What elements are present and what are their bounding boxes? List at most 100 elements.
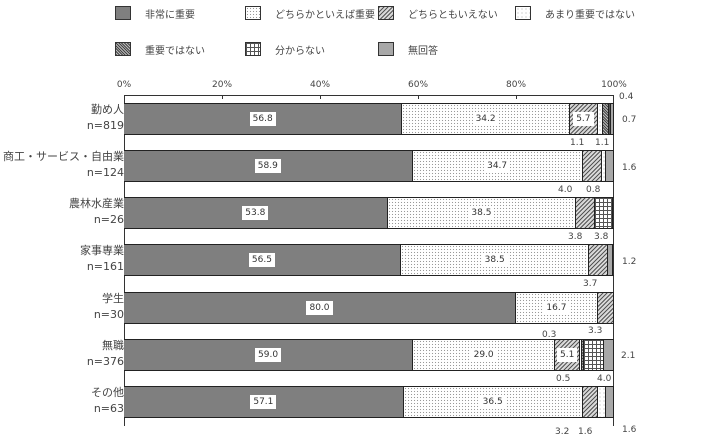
bar-segment: 29.0: [413, 340, 556, 370]
segment-value-label: 38.5: [468, 206, 495, 220]
category-n: n=819: [86, 119, 124, 132]
legend-swatch-icon: [245, 6, 261, 20]
bar-segment: 36.5: [403, 387, 583, 417]
bar-segment: [597, 293, 614, 323]
bar-segment: [582, 151, 603, 181]
outside-value-label: 1.6: [622, 425, 637, 435]
legend-swatch-icon: [515, 6, 531, 20]
x-tick-label: 40%: [309, 80, 331, 90]
outside-value-label: 4.0: [558, 185, 573, 195]
segment-value-label: 57.1: [250, 395, 277, 409]
x-tick-mark: [516, 95, 517, 99]
legend-item: あまり重要ではない: [515, 4, 635, 22]
category-name: 勤め人: [91, 103, 124, 116]
outside-value-label: 0.4: [619, 92, 634, 102]
bar-segment: [606, 151, 614, 181]
x-tick-label: 20%: [211, 80, 233, 90]
legend-item: どちらともいえない: [378, 4, 498, 22]
bar-segment: [602, 151, 607, 181]
bar-segment: 16.7: [516, 293, 598, 323]
legend-swatch-icon: [115, 42, 131, 56]
legend-label: 重要ではない: [145, 45, 205, 57]
outside-value-label: 1.2: [622, 257, 637, 267]
bar-segment: 56.5: [124, 245, 401, 275]
legend-swatch-icon: [245, 42, 261, 56]
legend-item: 無回答: [378, 40, 438, 58]
x-tick-label: 0%: [116, 80, 132, 90]
legend-item: 分からない: [245, 40, 325, 58]
category-name: 商工・サービス・自由業: [3, 150, 124, 163]
outside-value-label: 1.6: [622, 163, 637, 173]
segment-value-label: 53.8: [242, 206, 269, 220]
bar-segment: 5.7: [569, 104, 598, 134]
bar-segment: [582, 387, 599, 417]
category-label: 商工・サービス・自由業 n=124: [3, 149, 124, 181]
category-label: 家事専業 n=161: [80, 243, 124, 275]
outside-value-label: 1.6: [578, 427, 593, 437]
category-label: 勤め人 n=819: [87, 102, 124, 134]
category-n: n=124: [86, 166, 124, 179]
bar-segment: [603, 104, 609, 134]
segment-value-label: 56.5: [248, 253, 275, 267]
outside-value-label: 3.8: [594, 232, 609, 242]
legend-swatch-icon: [378, 6, 394, 20]
x-tick-mark: [418, 95, 419, 99]
stacked-bar: 56.5 38.5: [124, 244, 614, 276]
category-label: 無職 n=376: [87, 338, 124, 370]
x-tick-label: 100%: [601, 80, 627, 90]
bar-segment: 80.0: [124, 293, 516, 323]
category-label: 学生 n=30: [94, 291, 124, 323]
legend-label: 非常に重要: [145, 9, 195, 21]
segment-value-label: 34.7: [484, 159, 511, 173]
outside-value-label: 0.8: [586, 185, 601, 195]
bar-segment: 56.8: [124, 104, 403, 134]
outside-value-label: 0.5: [556, 374, 571, 384]
segment-value-label: 56.8: [249, 112, 276, 126]
category-name: 学生: [102, 292, 124, 305]
category-name: 家事専業: [80, 244, 124, 257]
x-tick-mark: [222, 95, 223, 99]
stacked-bar: 80.0 16.7: [124, 292, 614, 324]
x-tick-label: 80%: [505, 80, 527, 90]
bar-segment: 38.5: [387, 198, 577, 228]
category-n: n=63: [93, 402, 124, 415]
segment-value-label: 29.0: [470, 348, 497, 362]
category-label: 農林水産業 n=26: [69, 196, 124, 228]
bar-segment: 34.2: [402, 104, 570, 134]
category-n: n=161: [86, 260, 124, 273]
x-tick-mark: [320, 95, 321, 99]
bar-segment: [598, 387, 607, 417]
outside-value-label: 0.7: [622, 115, 637, 125]
bar-segment: 38.5: [400, 245, 590, 275]
legend-item: どちらかといえば重要: [245, 4, 375, 22]
legend-label: あまり重要ではない: [545, 9, 635, 21]
bar-segment: [576, 198, 595, 228]
outside-value-label: 0.3: [542, 330, 557, 340]
legend-label: どちらともいえない: [408, 9, 498, 21]
outside-value-label: 2.1: [621, 351, 636, 361]
segment-value-label: 5.1: [557, 348, 578, 362]
outside-value-label: 3.8: [568, 232, 583, 242]
bar-segment: [597, 104, 604, 134]
outside-value-label: 1.1: [595, 138, 610, 148]
legend-item: 重要ではない: [115, 40, 205, 58]
bar-segment: [584, 340, 604, 370]
stacked-bar: 58.9 34.7: [124, 150, 614, 182]
outside-value-label: 3.7: [583, 279, 598, 289]
stacked-bar: 57.1 36.5: [124, 386, 614, 418]
stacked-bar: 56.8 34.2 5.7: [124, 103, 614, 135]
bar-segment: [581, 340, 585, 370]
segment-value-label: 36.5: [479, 395, 506, 409]
bar-segment: [589, 245, 608, 275]
legend-label: 無回答: [408, 45, 438, 57]
bar-segment: [608, 104, 611, 134]
legend-label: 分からない: [275, 45, 325, 57]
bar-segment: 59.0: [124, 340, 414, 370]
category-n: n=30: [93, 308, 124, 321]
outside-value-label: 1.1: [570, 138, 585, 148]
bar-segment: [607, 245, 614, 275]
stacked-bar: 53.8 38.5: [124, 197, 614, 229]
bar-segment: 58.9: [124, 151, 413, 181]
category-name: 農林水産業: [69, 197, 124, 210]
bar-segment: [610, 104, 614, 134]
